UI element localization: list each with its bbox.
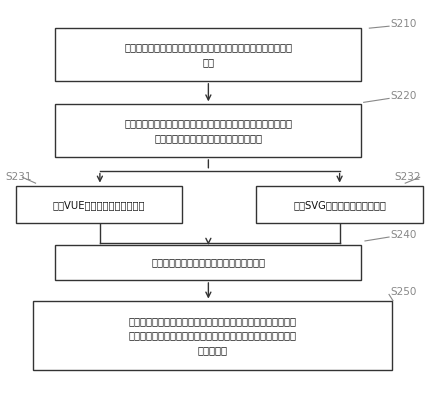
Text: 根据所述数据可视化项目的展示需求，将需要开发的组件至少拆
分为数据展示组件和效果渲染组件两大类: 根据所述数据可视化项目的展示需求，将需要开发的组件至少拆 分为数据展示组件和效果… — [124, 118, 292, 143]
FancyBboxPatch shape — [16, 186, 182, 223]
FancyBboxPatch shape — [256, 186, 423, 223]
Text: S232: S232 — [394, 171, 421, 181]
Text: 将开发完成的组件存放在所述组件文件夹中: 将开发完成的组件存放在所述组件文件夹中 — [152, 257, 265, 267]
FancyBboxPatch shape — [33, 301, 392, 370]
Text: S231: S231 — [5, 171, 31, 181]
Text: 创建数据可视化项目的目录结构，所述目录结构中设置有组件文
件夹: 创建数据可视化项目的目录结构，所述目录结构中设置有组件文 件夹 — [124, 42, 292, 67]
Text: S220: S220 — [390, 91, 416, 101]
Text: S240: S240 — [390, 230, 416, 240]
Text: 在所述数据可视化项目开发完成后，至少将所述数据可视化项目
中的组件打包并发布，以得到能够供前端用户下载使用的数据可
视化组件库: 在所述数据可视化项目开发完成后，至少将所述数据可视化项目 中的组件打包并发布，以… — [129, 316, 297, 356]
Text: S210: S210 — [390, 19, 416, 29]
Text: 使用VUE开发所述数据展示组件: 使用VUE开发所述数据展示组件 — [53, 200, 145, 210]
FancyBboxPatch shape — [55, 104, 361, 157]
Text: S250: S250 — [390, 287, 416, 297]
FancyBboxPatch shape — [55, 245, 361, 280]
Text: 使用SVG开发所述效果渲染组件: 使用SVG开发所述效果渲染组件 — [293, 200, 386, 210]
FancyBboxPatch shape — [55, 28, 361, 81]
